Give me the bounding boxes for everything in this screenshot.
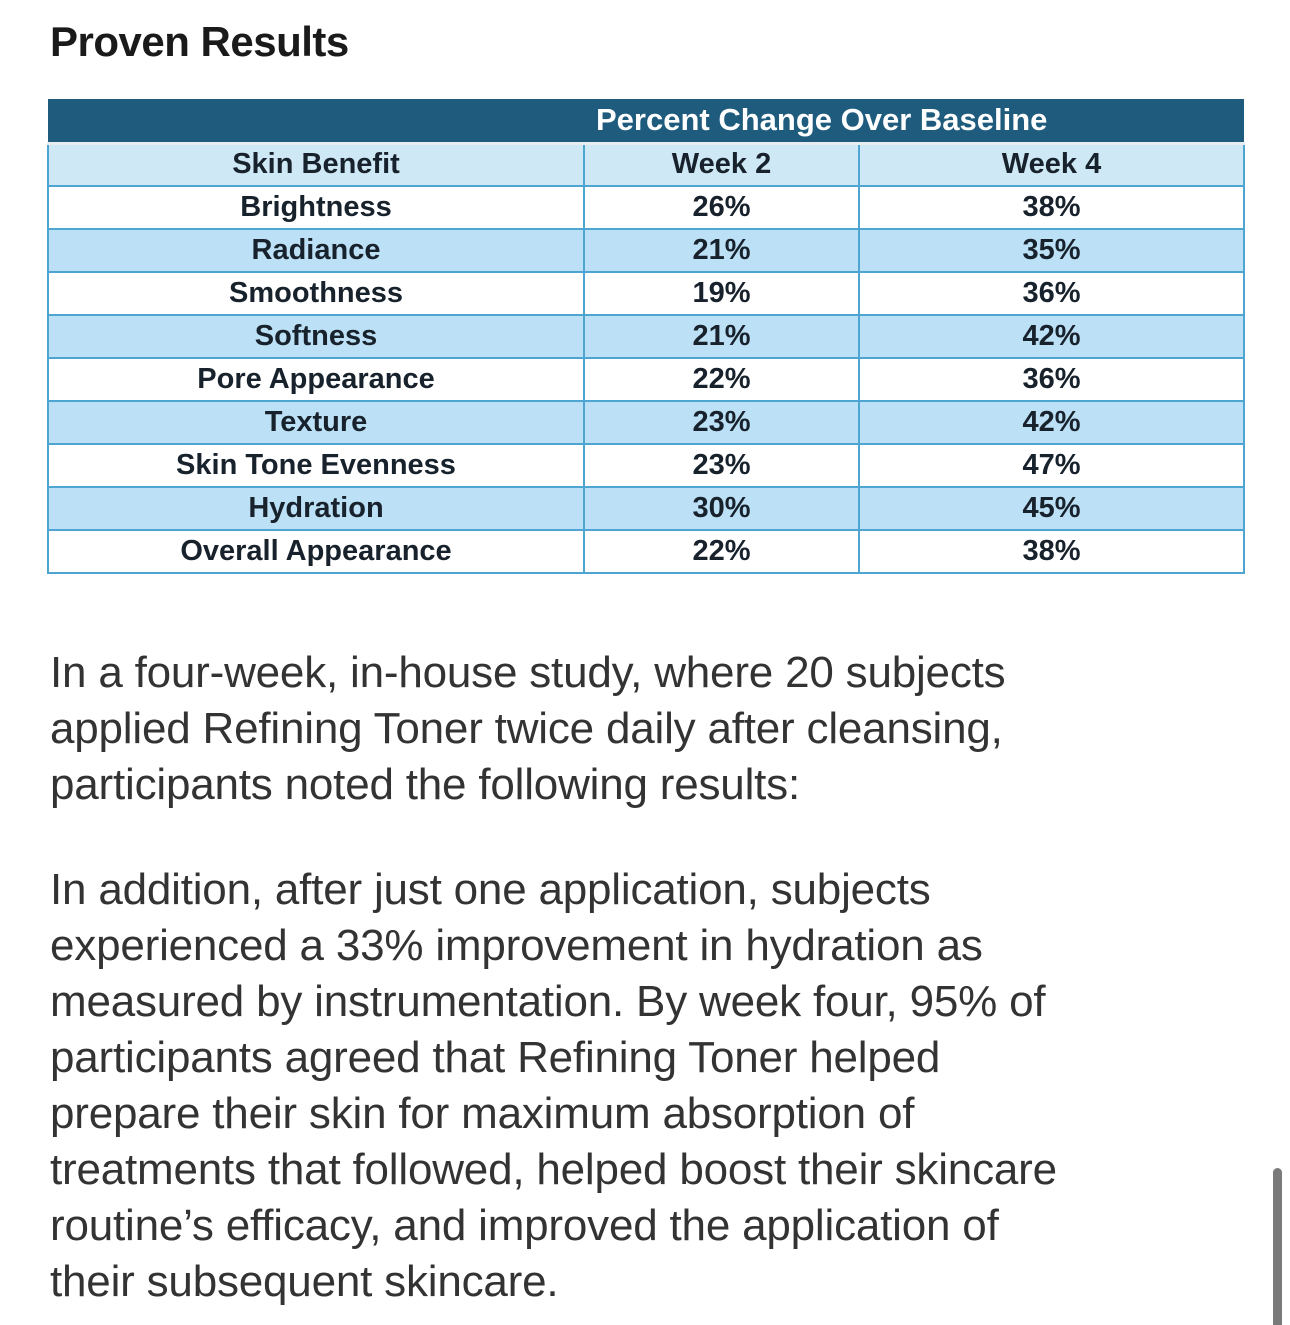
table-row: Pore Appearance 22% 36% <box>47 357 1246 402</box>
cell-benefit: Overall Appearance <box>47 529 585 574</box>
study-intro-paragraph: In a four-week, in-house study, where 20… <box>50 648 1006 809</box>
table-row: Overall Appearance 22% 38% <box>47 529 1246 574</box>
cell-week2: 22% <box>583 529 860 574</box>
cell-week2: 23% <box>583 400 860 445</box>
cell-week4: 35% <box>857 228 1246 273</box>
scrollbar-thumb[interactable] <box>1273 1168 1282 1325</box>
cell-benefit: Hydration <box>47 486 585 531</box>
cell-benefit: Softness <box>47 314 585 359</box>
table-row: Brightness 26% 38% <box>47 185 1246 230</box>
cell-week4: 36% <box>857 271 1246 316</box>
column-header-week2: Week 2 <box>583 142 860 187</box>
table-banner-row: Percent Change Over Baseline <box>48 99 1245 145</box>
cell-week4: 45% <box>857 486 1246 531</box>
table-row: Radiance 21% 35% <box>47 228 1246 273</box>
cell-benefit: Radiance <box>47 228 585 273</box>
cell-week2: 26% <box>583 185 860 230</box>
cell-week4: 47% <box>857 443 1246 488</box>
cell-week2: 23% <box>583 443 860 488</box>
table-row: Smoothness 19% 36% <box>47 271 1246 316</box>
cell-week4: 38% <box>857 529 1246 574</box>
cell-benefit: Skin Tone Evenness <box>47 443 585 488</box>
cell-week2: 19% <box>583 271 860 316</box>
cell-week2: 21% <box>583 228 860 273</box>
cell-week4: 38% <box>857 185 1246 230</box>
cell-benefit: Pore Appearance <box>47 357 585 402</box>
table-banner-title: Percent Change Over Baseline <box>584 99 1245 145</box>
table-row: Skin Tone Evenness 23% 47% <box>47 443 1246 488</box>
cell-week2: 22% <box>583 357 860 402</box>
cell-week4: 36% <box>857 357 1246 402</box>
cell-benefit: Smoothness <box>47 271 585 316</box>
cell-week4: 42% <box>857 400 1246 445</box>
study-details-paragraph: In addition, after just one application,… <box>50 865 1057 1306</box>
cell-benefit: Texture <box>47 400 585 445</box>
column-header-week4: Week 4 <box>857 142 1246 187</box>
banner-spacer-cell <box>48 99 584 145</box>
results-table: Percent Change Over Baseline Skin Benefi… <box>47 99 1246 574</box>
table-row: Softness 21% 42% <box>47 314 1246 359</box>
table-header-row: Skin Benefit Week 2 Week 4 <box>47 142 1246 187</box>
page-title: Proven Results <box>50 18 349 65</box>
cell-week2: 30% <box>583 486 860 531</box>
cell-week4: 42% <box>857 314 1246 359</box>
cell-week2: 21% <box>583 314 860 359</box>
cell-benefit: Brightness <box>47 185 585 230</box>
column-header-skin-benefit: Skin Benefit <box>47 142 585 187</box>
table-row: Hydration 30% 45% <box>47 486 1246 531</box>
table-row: Texture 23% 42% <box>47 400 1246 445</box>
